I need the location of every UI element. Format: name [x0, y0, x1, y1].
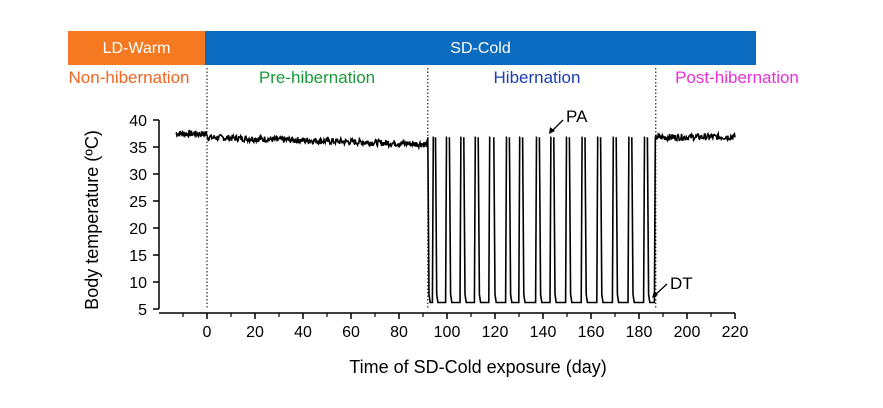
torpor-bout-14: [615, 136, 630, 304]
x-tick-label: 20: [246, 324, 264, 341]
x-tick-label: 40: [294, 324, 312, 341]
phase-label: Non-hibernation: [69, 68, 190, 87]
x-axis-title: Time of SD-Cold exposure (day): [349, 357, 606, 377]
x-tick-label: 80: [390, 324, 408, 341]
torpor-bout-12: [584, 136, 599, 304]
temperature-trace-euthermic: [206, 132, 429, 151]
x-tick-label: 0: [203, 324, 212, 341]
condition-bar-ld-warm: [68, 31, 205, 65]
y-tick-label: 20: [129, 221, 147, 238]
y-tick-label: 15: [129, 248, 147, 265]
x-tick-label: 100: [434, 324, 461, 341]
torpor-bout-16: [646, 136, 657, 304]
axes: 5 10 15 20 25 30 35 40 0 20 40 60 80 100 120 140 160 180 2…: [82, 113, 748, 377]
x-tick-label: 60: [342, 324, 360, 341]
phase-label: Pre-hibernation: [259, 68, 375, 87]
x-tick-label: 200: [674, 324, 701, 341]
torpor-bout-13: [599, 136, 615, 304]
torpor-bout-8: [521, 136, 538, 304]
condition-bar-label: SD-Cold: [450, 40, 510, 57]
annotation-dt: DT: [670, 274, 693, 293]
y-axis-title: Body temperature (ºC): [82, 130, 102, 310]
condition-bar-label: LD-Warm: [103, 40, 171, 57]
torpor-bout-11: [568, 136, 583, 304]
y-tick-label: 35: [129, 140, 147, 157]
torpor-bout-4: [463, 136, 477, 304]
torpor-bout-9: [538, 136, 552, 304]
x-tick-label: 140: [530, 324, 557, 341]
condition-bars: LD-Warm SD-Cold: [68, 31, 756, 65]
annotation-pa: PA: [566, 107, 588, 126]
torpor-bout-1: [427, 136, 435, 304]
phase-labels: Non-hibernation Pre-hibernation Hibernatio…: [69, 68, 799, 87]
phase-label: Post-hibernation: [675, 68, 799, 87]
x-tick-label: 120: [482, 324, 509, 341]
torpor-bout-7: [508, 136, 521, 304]
pa-arrow-head: [549, 127, 555, 134]
plot-area: [175, 68, 736, 309]
condition-bar-sd-cold: [205, 31, 756, 65]
y-tick-label: 25: [129, 194, 147, 211]
y-tick-label: 10: [129, 275, 147, 292]
y-tick-label: 30: [129, 167, 147, 184]
dt-arrow-head: [652, 291, 658, 298]
torpor-bout-6: [493, 136, 508, 304]
torpor-bout-2: [434, 136, 448, 304]
annotations: PA DT: [549, 107, 693, 298]
y-tick-label: 5: [138, 302, 147, 319]
x-tick-label: 220: [722, 324, 749, 341]
torpor-bout-5: [477, 136, 491, 304]
phase-label: Hibernation: [494, 68, 581, 87]
x-tick-label: 180: [626, 324, 653, 341]
torpor-bout-10: [553, 136, 568, 304]
y-tick-label: 40: [129, 113, 147, 130]
temperature-trace-euthermic: [175, 129, 208, 139]
torpor-bout-3: [448, 136, 462, 304]
dt-arrow-line: [654, 283, 668, 296]
x-tick-label: 160: [578, 324, 605, 341]
torpor-bout-15: [631, 136, 646, 304]
temperature-trace-euthermic: [655, 130, 736, 144]
